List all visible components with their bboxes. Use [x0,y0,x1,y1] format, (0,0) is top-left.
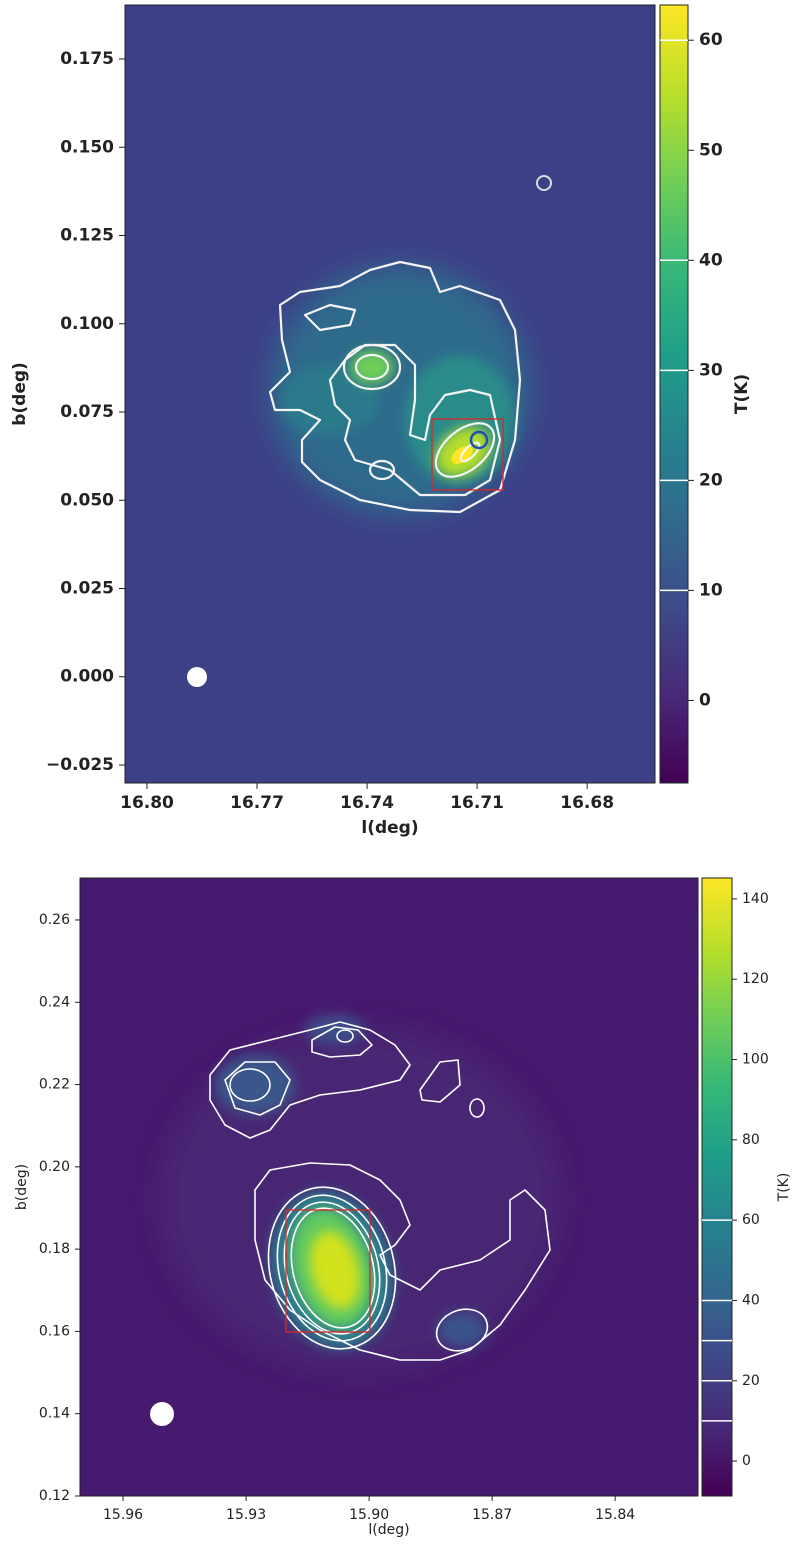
x-tick-label: 16.77 [230,793,284,813]
colorbar-tick-label: 100 [742,1052,769,1068]
colorbar-tick-label: 40 [742,1292,760,1308]
colorbar-tick-label: 30 [699,360,723,380]
panel: 16.80 16.77 16.74 16.71 16.68 −0.025 0.000 0.02… [10,4,752,838]
colorbar-tick-label: 60 [699,30,723,50]
x-tick-label: 15.87 [472,1507,512,1523]
y-tick-label: 0.22 [39,1077,70,1093]
colorbar-tick-label: 0 [699,690,711,710]
image [80,878,698,1496]
y-tick-label: 0.175 [60,49,114,69]
y-tick-label: 0.20 [39,1159,70,1175]
x-tick-label: 16.71 [450,793,504,813]
y-tick-label: 0.18 [39,1241,70,1257]
y-tick-label: 0.125 [60,226,114,246]
y-tick-label: 0.12 [39,1488,70,1504]
y-axis-label: b(deg) [14,1164,30,1210]
colorbar-tick-label: 20 [742,1373,760,1389]
plot-frame [79,877,699,1497]
colorbar [659,4,689,784]
panel: 15.96 15.93 15.90 15.87 15.84 0.12 0.14 0.16 0.1… [14,877,792,1538]
x-tick-label: 15.84 [595,1507,635,1523]
colorbar-tick-label: 140 [742,891,769,907]
y-axis-label: b(deg) [10,362,30,426]
x-tick-label: 16.68 [560,793,614,813]
x-tick-label: 15.90 [349,1507,389,1523]
y-tick-label: 0.16 [39,1323,70,1339]
colorbar-tick-label: 120 [742,971,769,987]
y-tick-label: 0.075 [60,402,114,422]
x-tick-label: 16.80 [120,793,174,813]
y-tick-label: 0.150 [60,137,114,157]
colorbar-label: T(K) [732,374,752,414]
colorbar-tick-label: 20 [699,470,723,490]
y-tick-label: 0.26 [39,912,70,928]
y-tick-label: 0.050 [60,490,114,510]
colorbar-tick-label: 80 [742,1132,760,1148]
plot-frame [124,4,656,784]
y-tick-label: 0.025 [60,579,114,599]
image [125,5,655,783]
y-tick-label: 0.100 [60,314,114,334]
y-tick-label: 0.24 [39,994,70,1010]
y-tick-label: −0.025 [46,755,114,775]
x-tick-label: 15.93 [226,1507,266,1523]
colorbar-label: T(K) [776,1173,792,1203]
colorbar-tick-label: 40 [699,250,723,270]
x-axis-label: l(deg) [368,1522,409,1538]
colorbar-tick-label: 0 [742,1453,751,1469]
x-tick-label: 16.74 [340,793,394,813]
y-tick-label: 0.14 [39,1406,70,1422]
colorbar-tick-label: 60 [742,1212,760,1228]
x-axis-label: l(deg) [361,818,418,838]
x-tick-label: 15.96 [103,1507,143,1523]
colorbar-tick-label: 10 [699,580,723,600]
colorbar-tick-label: 50 [699,140,723,160]
colorbar [701,877,733,1497]
y-tick-label: 0.000 [60,667,114,687]
